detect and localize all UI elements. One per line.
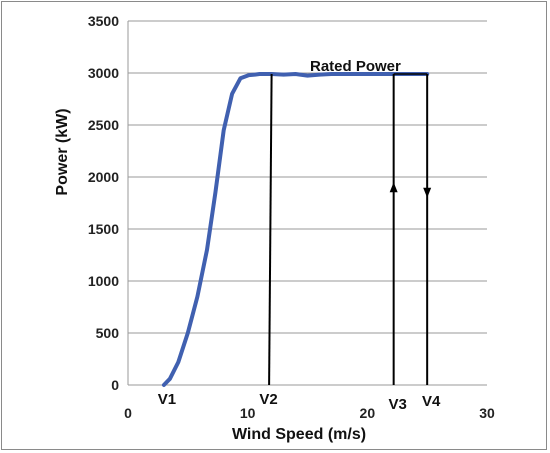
v3-label: V3	[388, 396, 406, 413]
y-tick-label-3500: 3500	[88, 13, 119, 29]
power-curve-line	[161, 72, 430, 387]
v1-label: V1	[158, 391, 176, 408]
v2-marker-line	[268, 74, 273, 386]
series-layer	[161, 72, 430, 387]
y-tick-label-1000: 1000	[88, 273, 119, 289]
x-tick-label-0: 0	[124, 405, 132, 421]
y-tick-label-2500: 2500	[88, 117, 119, 133]
x-tick-label-30: 30	[479, 405, 495, 421]
y-tick-label-0: 0	[111, 377, 119, 393]
y-tick-label-500: 500	[96, 325, 120, 341]
v3-up-arrow	[389, 182, 398, 193]
x-axis-title: Wind Speed (m/s)	[232, 426, 366, 443]
y-tick-label-1500: 1500	[88, 221, 119, 237]
x-tick-labels: 0 10 20 30	[124, 405, 495, 421]
x-tick-label-20: 20	[360, 405, 376, 421]
x-tick-label-10: 10	[240, 405, 256, 421]
v4-label: V4	[422, 393, 441, 410]
v4-down-arrow	[423, 187, 432, 198]
y-axis-title: Power (kW)	[54, 108, 71, 195]
rated-power-label: Rated Power	[310, 58, 401, 75]
speed-markers: V1 V2 V3 V4	[158, 73, 441, 413]
v2-label: V2	[259, 391, 277, 408]
y-tick-label-2000: 2000	[88, 169, 119, 185]
y-tick-labels: 0 500 1000 1500 2000 2500 3000 3500	[88, 13, 119, 393]
y-tick-label-3000: 3000	[88, 65, 119, 81]
